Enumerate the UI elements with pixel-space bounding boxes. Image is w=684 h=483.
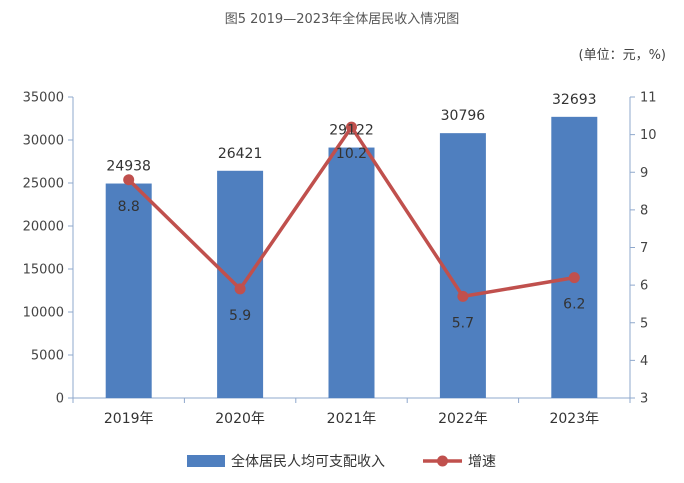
growth-rate-point [123,174,135,186]
left-axis-tick-label: 20000 [23,220,64,235]
right-axis-tick-label: 7 [640,241,648,256]
legend-bar-label: 全体居民人均可支配收入 [231,453,385,470]
income-bar [439,133,486,398]
left-axis-tick-label: 5000 [31,349,64,364]
right-axis-tick-label: 3 [640,392,648,407]
right-axis-tick-label: 9 [640,166,648,181]
left-axis-tick-label: 35000 [23,91,64,106]
legend-bar-swatch [187,455,225,467]
right-axis-tick-label: 8 [640,203,648,218]
growth-rate-point [457,290,469,302]
income-data-label: 26421 [218,146,263,162]
left-axis-tick-label: 25000 [23,177,64,192]
left-axis-tick-label: 30000 [23,134,64,149]
growth-rate-data-label: 8.8 [118,199,140,215]
x-axis-tick-label: 2022年 [438,411,488,427]
income-data-label: 30796 [441,108,486,124]
income-data-label: 32693 [552,92,597,108]
growth-rate-point [234,283,246,295]
left-axis-tick-label: 10000 [23,306,64,321]
growth-rate-data-label: 6.2 [563,297,585,313]
right-axis-tick-label: 5 [640,316,648,331]
unit-label: (单位：元，%) [578,48,667,63]
growth-rate-point [568,272,580,284]
legend-line-label: 增速 [468,454,496,470]
x-axis-tick-label: 2020年 [215,411,265,427]
legend-line-marker [437,455,448,467]
left-axis-tick-label: 0 [56,392,64,407]
right-axis-tick-label: 10 [640,128,657,143]
growth-rate-data-label: 5.7 [452,315,474,331]
x-axis-tick-label: 2019年 [104,411,154,427]
chart-title: 图5 2019—2023年全体居民收入情况图 [224,12,460,27]
x-axis-tick-label: 2021年 [327,411,377,427]
x-axis-tick-label: 2023年 [549,411,599,427]
income-data-label: 29122 [329,123,374,139]
right-axis-tick-label: 6 [640,279,648,294]
income-bar [105,183,152,398]
right-axis-tick-label: 4 [640,354,648,369]
income-bar [328,147,375,398]
growth-rate-data-label: 10.2 [336,146,367,162]
growth-rate-point [346,121,357,133]
growth-rate-data-label: 5.9 [229,308,251,324]
left-axis-tick-label: 15000 [23,263,64,278]
income-data-label: 24938 [106,159,151,175]
income-bar [551,116,598,398]
right-axis-tick-label: 11 [640,91,657,106]
